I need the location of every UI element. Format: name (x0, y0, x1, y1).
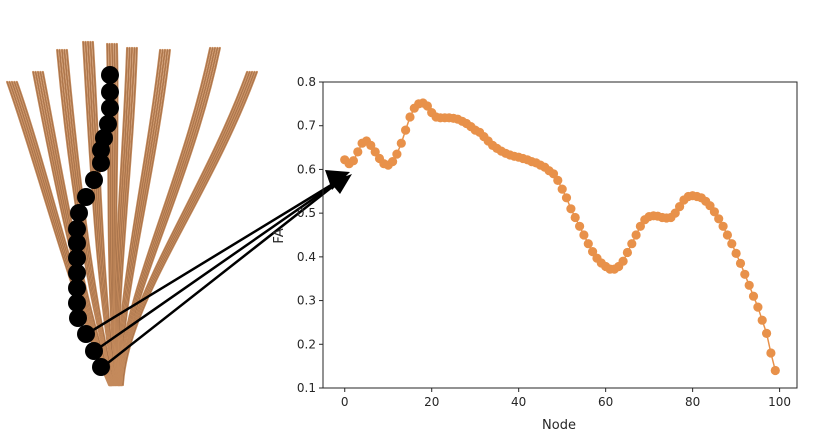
x-axis-label: Node (542, 418, 576, 433)
data-point (762, 328, 772, 338)
data-point (566, 204, 576, 214)
data-point (548, 169, 559, 179)
data-point (627, 239, 637, 249)
y-tick-label: 0.8 (297, 75, 316, 89)
data-point (583, 239, 593, 249)
data-point (731, 248, 741, 258)
x-tick-label: 60 (598, 395, 613, 409)
tract-node (70, 204, 88, 222)
data-point (392, 149, 402, 159)
tract-node (101, 66, 119, 84)
tract-node (68, 279, 86, 297)
data-point (366, 140, 376, 150)
data-point (709, 207, 720, 217)
data-point (631, 230, 641, 240)
tract-node (77, 325, 95, 343)
data-point (735, 258, 746, 268)
data-point (557, 184, 567, 194)
data-point (561, 193, 572, 203)
tract-node (68, 294, 86, 312)
data-point (422, 101, 432, 111)
y-tick-label: 0.7 (297, 119, 316, 133)
tract-node (69, 309, 87, 327)
tract-node (77, 188, 95, 206)
x-tick-label: 20 (424, 395, 439, 409)
fiber-streamline-edge (122, 71, 258, 386)
data-point (740, 269, 750, 279)
data-point (575, 221, 585, 231)
fa-series-points (340, 98, 780, 376)
data-point (401, 125, 411, 135)
y-tick-label: 0.2 (297, 337, 316, 351)
x-axis-ticks: 0 20 40 60 80 100 (341, 388, 791, 409)
data-point (370, 147, 380, 157)
tract-node (92, 358, 110, 376)
tract-node (68, 264, 86, 282)
fa-series-line (344, 102, 777, 371)
data-point (675, 202, 685, 212)
data-point (744, 280, 754, 290)
fiber-streamline-edge (66, 49, 116, 386)
data-point (618, 256, 628, 266)
tract-nodes (68, 66, 119, 376)
data-point (670, 208, 680, 218)
data-point (405, 112, 415, 122)
arrow-line (95, 174, 347, 352)
data-point (766, 348, 776, 358)
fiber-streamline (121, 70, 258, 387)
data-point (757, 315, 767, 325)
node-to-plot-arrows (89, 170, 352, 367)
data-point (770, 365, 780, 376)
x-tick-label: 100 (768, 395, 791, 409)
y-tick-label: 0.4 (297, 250, 316, 264)
data-point (727, 239, 737, 249)
data-point (579, 230, 589, 240)
tract-node (101, 99, 119, 117)
data-point (714, 214, 724, 224)
data-point (718, 221, 728, 231)
tract-node (85, 171, 103, 189)
y-tick-label: 0.6 (297, 162, 316, 176)
arrow-head (330, 174, 352, 194)
fiber-streamline (121, 70, 256, 387)
tract-node (101, 83, 119, 101)
tract-node (68, 234, 86, 252)
y-axis-ticks: 0.1 0.2 0.3 0.4 0.5 0.6 0.7 0.8 (297, 75, 323, 395)
data-point (753, 302, 763, 312)
tract-node (92, 154, 110, 172)
fiber-streamline-edge (92, 41, 118, 386)
x-tick-label: 80 (685, 395, 700, 409)
data-point (588, 247, 598, 257)
arrow-line (103, 175, 347, 367)
fa-profile-chart: 0 20 40 60 80 100 0.1 0.2 0.3 0.4 0.5 0.6 0.7 0.8 No… (272, 75, 798, 433)
data-point (353, 147, 363, 157)
arrow-line (89, 174, 347, 334)
data-point (722, 230, 733, 240)
tract-node (85, 342, 103, 360)
tract-node (92, 141, 110, 159)
tract-node (68, 220, 86, 238)
x-tick-label: 0 (341, 395, 349, 409)
y-axis-label: FA (272, 228, 287, 243)
y-tick-label: 0.5 (297, 206, 316, 220)
data-point (748, 291, 759, 301)
tract-node (68, 249, 86, 267)
x-tick-label: 40 (511, 395, 526, 409)
data-point (622, 247, 633, 258)
tract-node (99, 115, 117, 133)
plot-frame (322, 81, 798, 389)
data-point (348, 156, 358, 166)
y-tick-label: 0.3 (297, 294, 316, 308)
data-point (553, 175, 563, 185)
data-point (570, 212, 580, 223)
fiber-tract-illustration (6, 40, 258, 387)
y-tick-label: 0.1 (297, 381, 316, 395)
data-point (388, 157, 398, 167)
data-point (396, 138, 406, 148)
data-point (635, 221, 646, 231)
